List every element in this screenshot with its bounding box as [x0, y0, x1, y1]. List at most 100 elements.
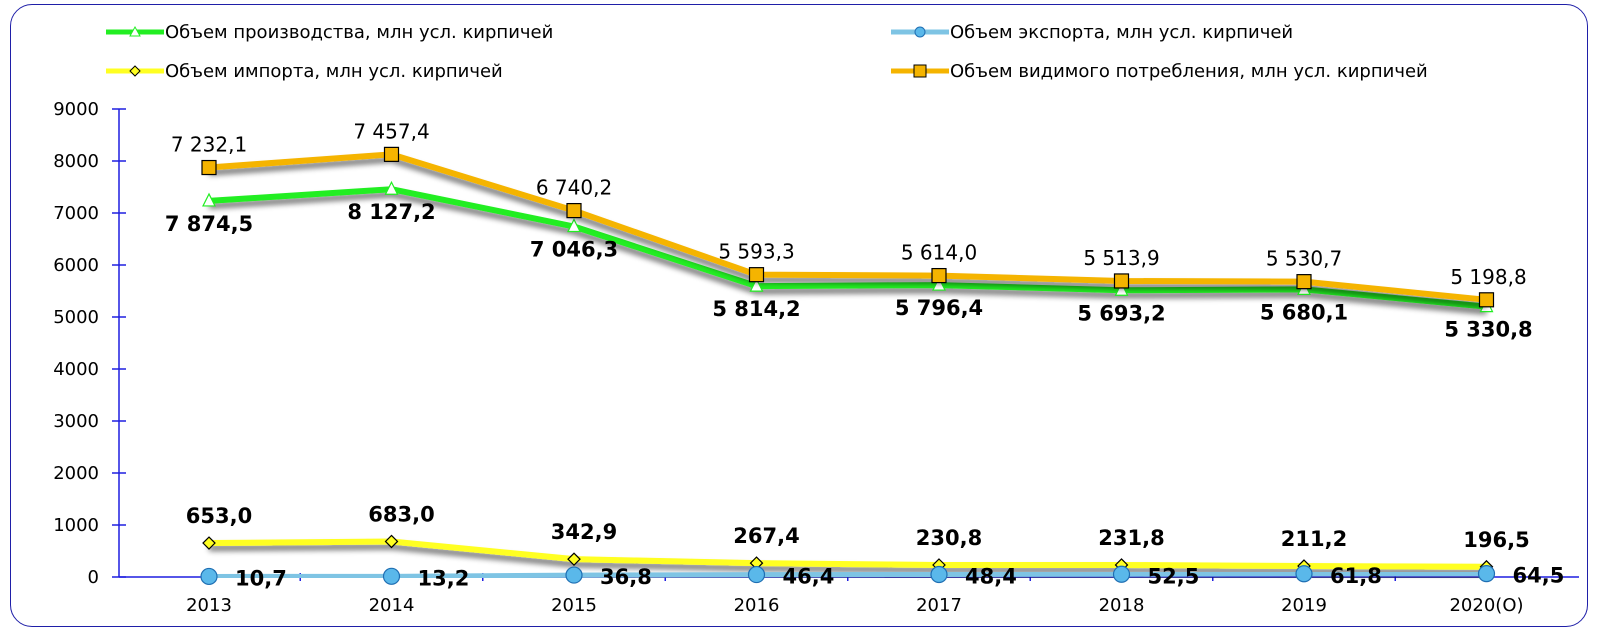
x-tick-label: 2020(О): [1449, 595, 1523, 616]
data-label-import: 342,9: [551, 520, 617, 544]
data-label-export: 13,2: [418, 566, 470, 590]
circle-marker-icon: [914, 26, 926, 38]
data-label-production: 5 198,8: [1450, 265, 1526, 289]
x-tick-label: 2015: [551, 595, 597, 616]
data-point-production: [749, 277, 764, 292]
data-point-import: [384, 534, 399, 549]
data-label-export: 48,4: [965, 564, 1017, 588]
data-point-production: [384, 180, 399, 195]
x-tick-label: 2019: [1281, 595, 1327, 616]
data-point-export: [565, 566, 583, 584]
triangle-marker-icon: [129, 25, 141, 37]
legend: Объем производства, млн усл. кирпичей Об…: [106, 22, 1428, 82]
data-label-import: 653,0: [186, 504, 252, 528]
data-label-import: 231,8: [1098, 526, 1164, 550]
series-line-export: [208, 571, 1487, 579]
data-label-production: 5 530,7: [1266, 247, 1342, 271]
axes: 0 1000 2000 3000 4000 5000 6000 7000 8000 9000 20…: [53, 99, 1579, 616]
y-tick-label: 7000: [53, 203, 99, 224]
y-tick-label: 3000: [53, 411, 99, 432]
series-line-import: [208, 538, 1487, 570]
square-marker-icon: [913, 64, 927, 78]
data-point-export: [1477, 565, 1496, 583]
series-line-consumption: [208, 151, 1487, 303]
data-point-consumption: [1113, 273, 1130, 289]
data-label-import: 196,5: [1463, 528, 1529, 552]
data-label-consumption: 5 693,2: [1077, 301, 1165, 325]
data-label-import: 211,2: [1281, 527, 1347, 551]
data-label-consumption: 5 814,2: [712, 297, 800, 321]
legend-item-consumption: Объем видимого потребления, млн усл. кир…: [891, 61, 1428, 82]
series-layer: [200, 146, 1496, 586]
legend-label-production: Объем производства, млн усл. кирпичей: [165, 22, 553, 43]
data-label-production: 6 740,2: [536, 176, 612, 200]
data-point-import: [202, 536, 216, 550]
line-chart: Объем производства, млн усл. кирпичей Об…: [53, 22, 1579, 616]
data-label-consumption: 7 046,3: [530, 238, 618, 262]
data-point-production: [1114, 281, 1129, 296]
data-label-production: 7 232,1: [171, 133, 247, 157]
data-point-import: [567, 552, 581, 567]
x-tick-label: 2014: [369, 595, 415, 616]
y-tick-label: 8000: [53, 151, 99, 172]
data-labels: 7 232,1 7 457,4 6 740,2 5 593,3 5 614,0 5 513…: [165, 119, 1565, 590]
legend-item-import: Объем импорта, млн усл. кирпичей: [106, 61, 503, 82]
x-tick-label: 2017: [916, 595, 962, 616]
y-ticks: 0 1000 2000 3000 4000 5000 6000 7000 8000 9000: [53, 99, 126, 588]
x-tick-label: 2018: [1099, 595, 1145, 616]
data-point-consumption: [931, 267, 947, 284]
y-tick-label: 5000: [53, 307, 99, 328]
data-point-production: [567, 218, 581, 233]
data-label-consumption: 5 796,4: [895, 296, 983, 320]
data-point-consumption: [383, 146, 400, 162]
data-point-production: [932, 276, 946, 291]
data-point-consumption: [1296, 274, 1312, 290]
data-label-import: 230,8: [916, 526, 982, 550]
data-label-production: 5 513,9: [1083, 246, 1159, 270]
data-point-export: [1112, 565, 1131, 583]
data-point-export: [930, 565, 948, 584]
y-tick-label: 4000: [53, 359, 99, 380]
data-label-production: 5 614,0: [901, 241, 977, 265]
legend-item-export: Объем экспорта, млн усл. кирпичей: [891, 22, 1293, 43]
data-point-export: [382, 567, 401, 585]
data-point-export: [1295, 565, 1313, 583]
data-label-import: 267,4: [733, 524, 799, 548]
x-tick-label: 2016: [734, 595, 780, 616]
data-point-consumption: [566, 202, 582, 219]
y-tick-label: 9000: [53, 99, 99, 120]
data-label-consumption: 8 127,2: [347, 200, 435, 224]
x-tick-label: 2013: [186, 595, 232, 616]
data-point-consumption: [201, 159, 217, 176]
series-line-production: [208, 186, 1487, 310]
data-label-production: 5 593,3: [718, 240, 794, 264]
data-point-export: [747, 565, 766, 584]
data-label-export: 36,8: [600, 565, 652, 589]
data-label-export: 64,5: [1513, 564, 1565, 588]
data-label-consumption: 7 874,5: [165, 212, 253, 236]
data-label-consumption: 5 330,8: [1444, 318, 1532, 342]
legend-item-production: Объем производства, млн усл. кирпичей: [106, 22, 553, 43]
series-export: [200, 565, 1496, 586]
data-label-production: 7 457,4: [353, 119, 429, 143]
series-production: [202, 180, 1494, 313]
data-label-export: 46,4: [783, 565, 835, 589]
legend-label-export: Объем экспорта, млн усл. кирпичей: [950, 22, 1293, 43]
y-tick-label: 6000: [53, 255, 99, 276]
data-point-consumption: [1478, 292, 1495, 308]
data-label-export: 52,5: [1148, 564, 1200, 588]
data-label-export: 61,8: [1330, 564, 1382, 588]
data-point-consumption: [748, 267, 765, 283]
y-tick-label: 0: [88, 567, 99, 588]
legend-label-import: Объем импорта, млн усл. кирпичей: [165, 61, 503, 82]
y-tick-label: 2000: [53, 463, 99, 484]
series-consumption: [201, 146, 1495, 308]
data-label-export: 10,7: [235, 566, 287, 590]
data-point-export: [200, 567, 218, 586]
data-label-import: 683,0: [368, 502, 434, 526]
chart-frame: Объем производства, млн усл. кирпичей Об…: [10, 4, 1588, 627]
diamond-marker-icon: [129, 65, 141, 77]
y-tick-label: 1000: [53, 515, 99, 536]
data-point-production: [202, 192, 216, 207]
legend-label-consumption: Объем видимого потребления, млн усл. кир…: [950, 61, 1428, 82]
